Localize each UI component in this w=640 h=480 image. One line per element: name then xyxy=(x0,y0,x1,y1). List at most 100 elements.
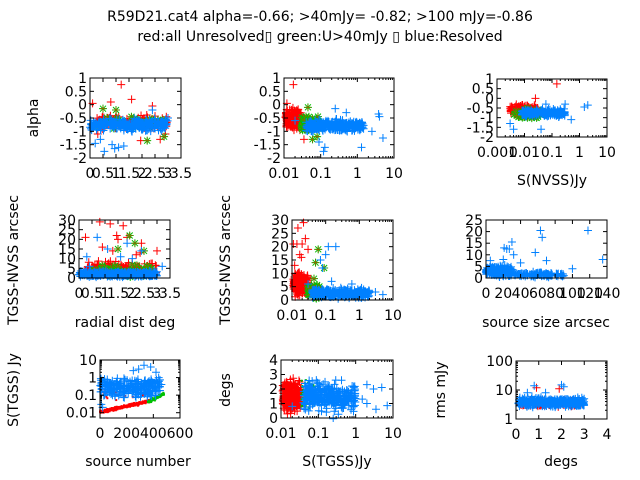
point-red xyxy=(106,219,115,228)
point-blue xyxy=(509,125,518,134)
point-blue xyxy=(331,117,340,126)
point-blue xyxy=(355,126,364,135)
point-blue xyxy=(486,256,495,265)
x-axis-label: radial dist deg xyxy=(75,315,175,331)
point-blue xyxy=(146,362,155,371)
point-blue xyxy=(135,117,144,126)
chart-title-line1: R59D21.cat4 alpha=-0.66; >40mJy= -0.82; … xyxy=(107,9,533,25)
point-blue xyxy=(115,120,124,129)
point-blue xyxy=(129,366,138,375)
x-tick-label: 10 xyxy=(598,145,616,161)
point-blue xyxy=(97,118,106,127)
point-red xyxy=(295,378,304,387)
point-blue xyxy=(507,238,516,247)
point-blue xyxy=(347,280,356,288)
points-p11 xyxy=(86,80,172,156)
point-blue xyxy=(305,120,314,129)
point-red xyxy=(141,394,144,397)
point-blue xyxy=(552,110,561,119)
point-blue xyxy=(310,290,319,299)
y-tick-label: 1 xyxy=(272,71,281,87)
point-blue xyxy=(155,386,164,395)
point-blue xyxy=(344,123,353,132)
point-blue xyxy=(309,285,318,294)
x-axis-label: source size arcsec xyxy=(482,315,610,331)
y-tick-label: 10 xyxy=(79,353,97,369)
point-green-star-core xyxy=(99,262,106,269)
points-p12 xyxy=(281,80,387,156)
point-green-star-core xyxy=(133,262,140,269)
y-tick-label: 30 xyxy=(58,213,76,229)
point-blue xyxy=(315,123,324,132)
point-green xyxy=(153,399,156,402)
point-blue xyxy=(147,380,156,389)
y-tick-label: 0 xyxy=(474,271,483,287)
point-green-star-core xyxy=(513,112,520,119)
point-blue xyxy=(541,100,550,109)
x-tick-label: 2 xyxy=(127,286,136,302)
x-tick-label: 60 xyxy=(529,286,547,302)
point-blue xyxy=(331,242,340,251)
y-tick-label: 25 xyxy=(58,223,76,239)
y-tick-label: -0.5 xyxy=(467,101,494,117)
point-blue xyxy=(556,109,565,118)
x-tick-label: 1 xyxy=(353,166,362,182)
point-blue xyxy=(84,270,93,279)
point-blue xyxy=(128,254,137,263)
point-blue xyxy=(359,286,368,295)
x-tick-label: 0 xyxy=(75,286,84,302)
point-blue xyxy=(143,392,152,401)
point-blue xyxy=(132,379,141,388)
point-red xyxy=(153,246,161,255)
point-blue xyxy=(85,262,94,271)
point-blue xyxy=(121,121,130,130)
point-red xyxy=(294,291,303,300)
x-tick-label: 3.5 xyxy=(159,286,181,302)
point-blue xyxy=(106,114,115,123)
x-tick-label: 1 xyxy=(112,166,121,182)
point-blue xyxy=(96,135,105,144)
point-blue xyxy=(108,376,117,385)
point-blue xyxy=(149,382,158,391)
point-red xyxy=(120,405,123,408)
y-axis-label: TGSS-NVSS arcsec xyxy=(218,195,234,326)
x-tick-label: 0 xyxy=(86,166,95,182)
point-blue xyxy=(126,123,135,132)
x-axis-label: S(NVSS)Jy xyxy=(517,173,587,189)
point-blue xyxy=(505,269,514,278)
point-blue xyxy=(518,107,527,116)
point-blue xyxy=(114,143,123,152)
point-blue xyxy=(363,291,372,300)
point-blue xyxy=(128,269,137,278)
point-red xyxy=(282,108,291,117)
x-tick-label: 20 xyxy=(494,286,512,302)
points-p31 xyxy=(96,361,166,414)
y-tick-label: 15 xyxy=(271,253,289,269)
y-tick-label: 0 xyxy=(67,271,76,287)
point-blue xyxy=(137,246,146,255)
point-blue xyxy=(342,108,351,117)
point-blue xyxy=(338,125,347,134)
y-tick-label: 5 xyxy=(280,280,289,296)
point-blue xyxy=(536,226,545,235)
x-tick-label: 0 xyxy=(482,286,491,302)
point-blue xyxy=(133,270,142,279)
y-tick-label: 15 xyxy=(465,236,483,252)
point-blue xyxy=(544,111,553,120)
point-blue xyxy=(324,242,333,251)
point-blue xyxy=(490,266,499,275)
point-blue xyxy=(126,384,135,393)
x-tick-label: 1.5 xyxy=(118,166,140,182)
point-green xyxy=(300,398,303,401)
point-red xyxy=(301,234,310,243)
point-red xyxy=(98,243,107,252)
x-tick-label: 10 xyxy=(385,166,403,182)
point-blue xyxy=(506,119,515,128)
point-green-star-core xyxy=(100,105,106,112)
point-blue xyxy=(336,283,345,292)
point-blue xyxy=(495,272,504,281)
y-tick-label: 0.1 xyxy=(75,388,97,404)
point-blue xyxy=(583,101,592,110)
